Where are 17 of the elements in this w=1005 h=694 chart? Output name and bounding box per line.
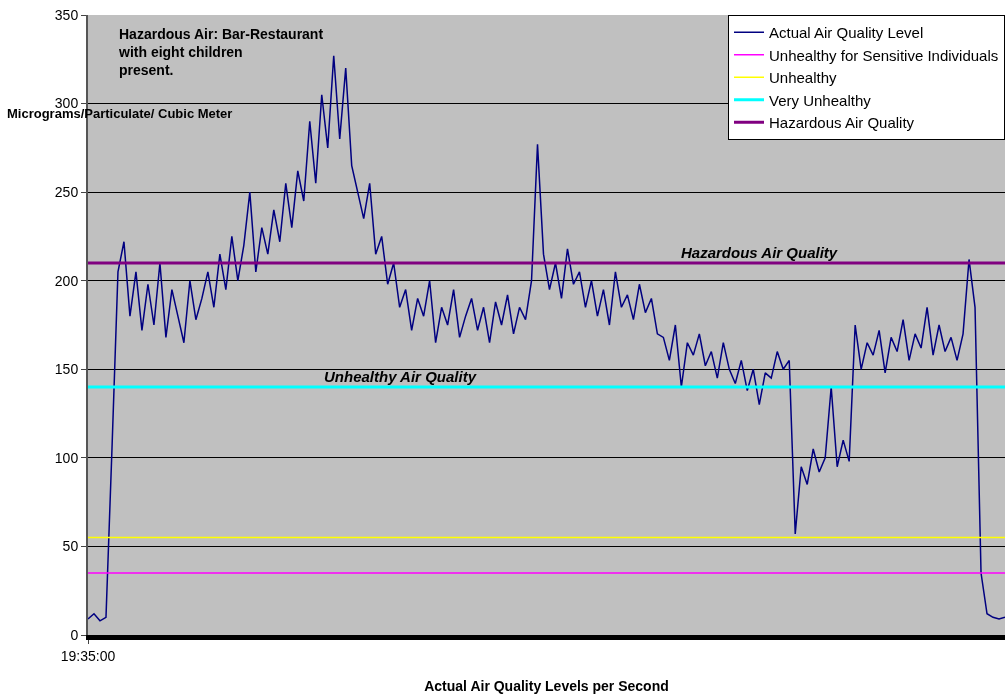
legend-label: Unhealthy xyxy=(769,69,838,87)
legend-label: Hazardous Air Quality xyxy=(769,114,915,132)
y-tick-label: 150 xyxy=(54,361,79,378)
y-tick-label: 200 xyxy=(54,272,79,289)
x-tick-label: 19:35:00 xyxy=(60,647,116,664)
x-axis-title: Actual Air Quality Levels per Second xyxy=(424,678,669,694)
text: Hazardous Air: Bar-Restaurant with eight children present. xyxy=(118,26,324,79)
legend-label: Unhealthy for Sensitive Individuals xyxy=(769,46,999,64)
legend-label: Actual Air Quality Level xyxy=(769,24,924,42)
y-tick-label: 250 xyxy=(54,184,79,201)
annotation: Unhealthy Air Quality xyxy=(324,368,477,385)
y-tick-label: 50 xyxy=(62,538,79,555)
annotation: Hazardous Air Quality xyxy=(681,244,838,261)
y-tick-label: 350 xyxy=(54,6,79,23)
y-tick-label: 100 xyxy=(54,449,79,466)
legend-label: Very Unhealthy xyxy=(769,91,872,109)
y-tick-label: 0 xyxy=(70,626,79,643)
